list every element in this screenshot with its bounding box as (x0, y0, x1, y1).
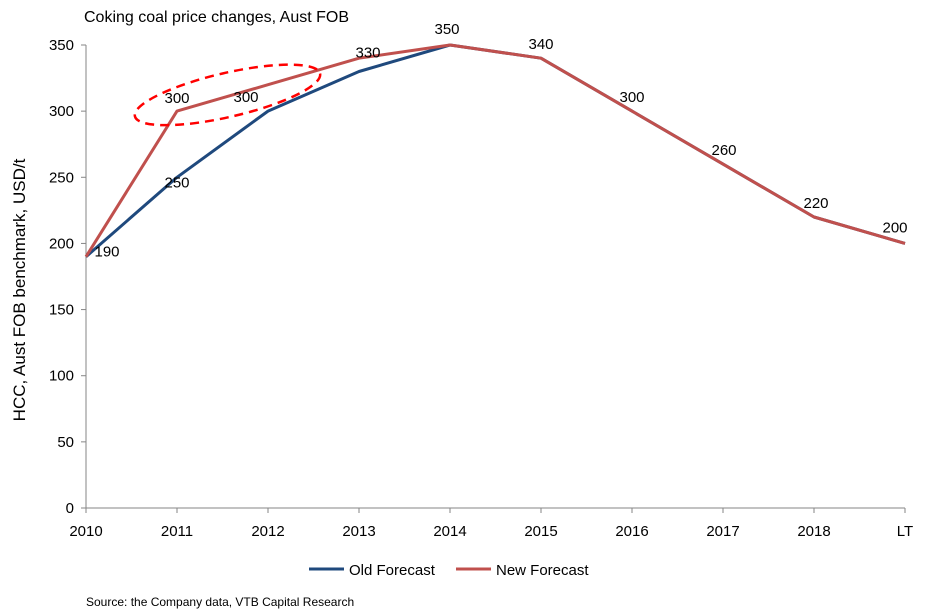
y-tick-label: 350 (49, 37, 74, 54)
axes (85, 45, 905, 509)
x-tick-label: 2012 (251, 523, 284, 540)
x-tick-label: 2010 (69, 523, 102, 540)
annotation (133, 63, 322, 127)
legend: Old Forecast New Forecast (309, 562, 589, 579)
x-tick-label: 2015 (524, 523, 557, 540)
x-tick-label: LT (897, 523, 913, 540)
data-label: 350 (434, 21, 459, 38)
series-lines (84, 43, 906, 258)
y-tick-label: 100 (49, 368, 74, 385)
legend-label-old-forecast: Old Forecast (349, 562, 436, 579)
y-tick-label: 250 (49, 169, 74, 186)
x-tick-label: 2013 (342, 523, 375, 540)
x-ticks: 2010 2011 2012 2013 2014 2015 2016 2017 2018 LT (69, 508, 913, 540)
source-note: Source: the Company data, VTB Capital Re… (86, 595, 354, 609)
x-tick-label: 2018 (797, 523, 830, 540)
data-label: 250 (164, 174, 189, 191)
y-axis-label: HCC, Aust FOB benchmark, USD/t (10, 158, 29, 421)
data-label: 220 (803, 195, 828, 212)
data-label: 340 (528, 36, 553, 53)
data-label: 260 (711, 142, 736, 159)
y-tick-label: 300 (49, 103, 74, 120)
data-label: 200 (882, 219, 907, 236)
x-tick-label: 2016 (615, 523, 648, 540)
data-label: 300 (233, 89, 258, 106)
y-tick-label: 200 (49, 235, 74, 252)
y-tick-label: 50 (57, 434, 74, 451)
legend-label-new-forecast: New Forecast (496, 562, 589, 579)
annotation-ellipse (133, 63, 322, 127)
data-label: 300 (619, 89, 644, 106)
x-tick-label: 2014 (433, 523, 466, 540)
data-label: 190 (94, 244, 119, 261)
y-ticks: 0 50 100 150 200 250 300 350 (49, 37, 86, 517)
chart-title: Coking coal price changes, Aust FOB (84, 9, 349, 26)
x-tick-label: 2011 (161, 523, 193, 540)
x-tick-label: 2017 (706, 523, 739, 540)
y-tick-label: 0 (66, 500, 74, 517)
data-label: 330 (355, 44, 380, 61)
data-label: 300 (164, 90, 189, 107)
y-tick-label: 150 (49, 302, 74, 319)
data-labels: 190 300 250 300 330 350 340 300 260 220 200 (94, 21, 907, 261)
series-line-new-forecast (84, 43, 906, 258)
